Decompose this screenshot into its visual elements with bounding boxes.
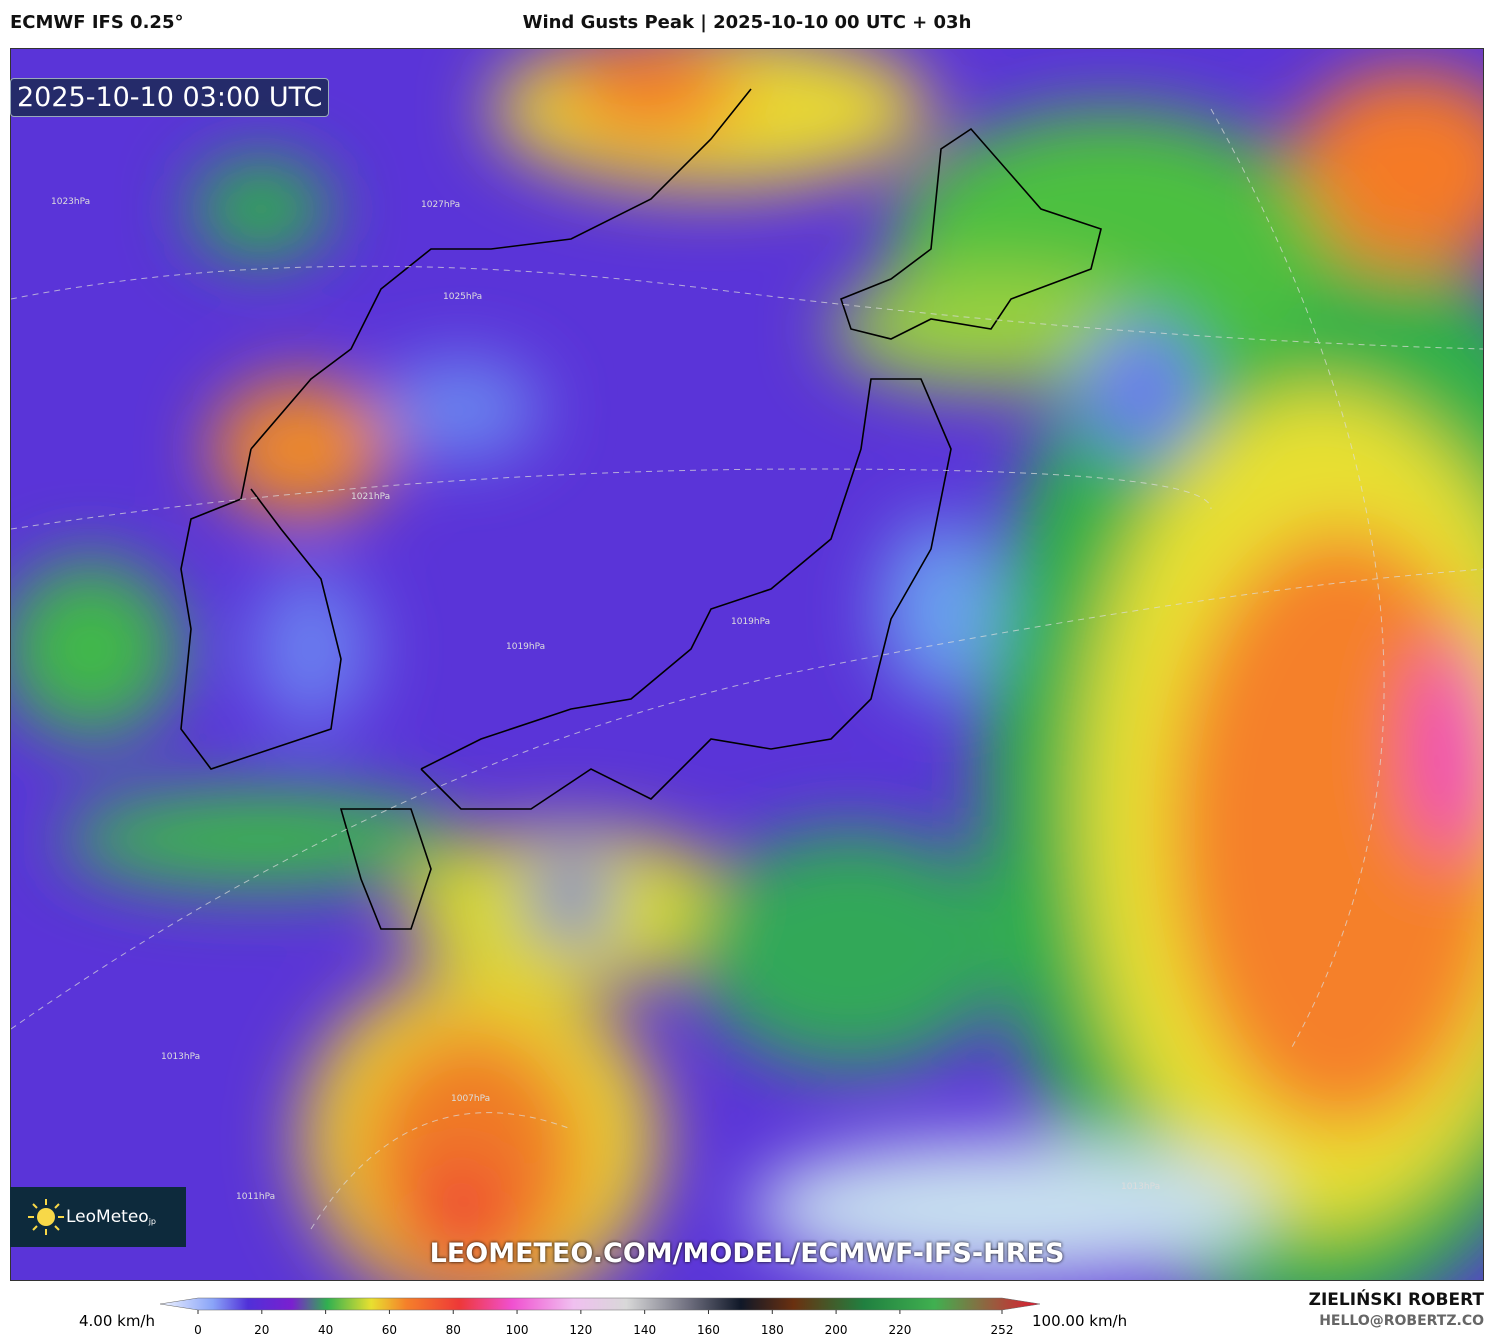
logo-icon [28, 1199, 64, 1235]
isobar-label: 1019hPa [731, 617, 770, 627]
isobar-label: 1007hPa [451, 1094, 490, 1104]
colorbar-tick-label: 252 [991, 1323, 1014, 1337]
logo-text: LeoMeteo [66, 1207, 149, 1227]
isobar-label: 1021hPa [351, 492, 390, 502]
colorbar-max-label: 100.00 km/h [1032, 1312, 1127, 1330]
colorbar-tick-label: 40 [318, 1323, 333, 1337]
map: 1023hPa 1027hPa 1025hPa 1021hPa 1019hPa … [10, 48, 1484, 1281]
isobar-label: 1025hPa [443, 292, 482, 302]
timestamp: 2025-10-10 03:00 UTC [10, 78, 330, 117]
isobar-label: 1019hPa [506, 642, 545, 652]
author: ZIELIŃSKI ROBERT [1308, 1290, 1484, 1310]
model-name: ECMWF IFS 0.25° [10, 12, 184, 33]
email: HELLO@ROBERTZ.CO [1319, 1313, 1484, 1329]
logo: LeoMeteo jp [10, 1187, 186, 1247]
colorbar-tick-label: 120 [569, 1323, 592, 1337]
colorbar-ramp [159, 1297, 1041, 1311]
colorbar-tick-label: 180 [761, 1323, 784, 1337]
isobar-label: 1013hPa [1121, 1182, 1160, 1192]
colorbar-tick-label: 60 [382, 1323, 397, 1337]
colorbar-min-label: 4.00 km/h [79, 1312, 155, 1330]
colorbar-tick-label: 220 [888, 1323, 911, 1337]
colorbar-tick-label: 160 [697, 1323, 720, 1337]
colorbar-tick-label: 140 [633, 1323, 656, 1337]
colorbar-tick-label: 80 [446, 1323, 461, 1337]
colorbar-tick-label: 0 [194, 1323, 202, 1337]
colorbar-tick-label: 100 [506, 1323, 529, 1337]
isobar-label: 1023hPa [51, 197, 90, 207]
colorbar-tick-label: 20 [254, 1323, 269, 1337]
isobar-label: 1011hPa [236, 1192, 275, 1202]
logo-suffix: jp [148, 1216, 156, 1226]
colorbar: 4.00 km/h 100.00 km/h 0 20 40 60 80 100 120 140… [79, 1297, 1127, 1337]
map-field: 1023hPa 1027hPa 1025hPa 1021hPa 1019hPa … [11, 49, 1483, 1280]
map-title: Wind Gusts Peak | 2025-10-10 00 UTC + 03… [522, 12, 972, 33]
colorbar-tick-label: 200 [825, 1323, 848, 1337]
isobar-label: 1013hPa [161, 1052, 200, 1062]
isobar-label: 1027hPa [421, 200, 460, 210]
watermark: LEOMETEO.COM/MODEL/ECMWF-IFS-HRES [429, 1238, 1065, 1269]
